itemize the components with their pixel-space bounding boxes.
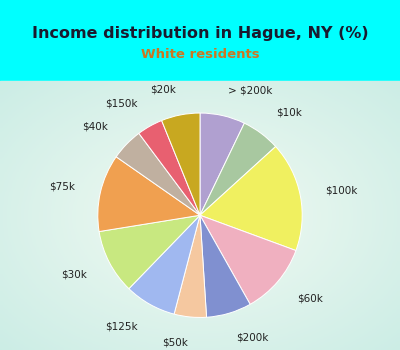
Bar — [0, 80, 400, 350]
Wedge shape — [99, 215, 200, 289]
Text: $200k: $200k — [236, 333, 269, 343]
Text: $125k: $125k — [105, 322, 137, 331]
Wedge shape — [139, 120, 200, 215]
Wedge shape — [174, 215, 206, 317]
Wedge shape — [98, 157, 200, 232]
Text: $30k: $30k — [61, 270, 87, 279]
Wedge shape — [200, 147, 302, 251]
Wedge shape — [116, 133, 200, 215]
Wedge shape — [200, 215, 296, 304]
Text: $20k: $20k — [150, 85, 176, 95]
Text: $100k: $100k — [325, 186, 358, 196]
Wedge shape — [200, 215, 250, 317]
Wedge shape — [200, 113, 244, 215]
Text: $40k: $40k — [82, 121, 108, 131]
Text: $50k: $50k — [162, 337, 188, 348]
Text: City-Data.com: City-Data.com — [257, 90, 327, 99]
Circle shape — [245, 85, 263, 100]
Text: White residents: White residents — [141, 48, 259, 61]
Text: > $200k: > $200k — [228, 86, 273, 96]
Wedge shape — [162, 113, 200, 215]
Text: $75k: $75k — [50, 182, 76, 192]
Wedge shape — [129, 215, 200, 314]
Text: $150k: $150k — [105, 99, 137, 109]
Text: Income distribution in Hague, NY (%): Income distribution in Hague, NY (%) — [32, 26, 368, 41]
Text: $60k: $60k — [297, 293, 323, 303]
Text: $10k: $10k — [276, 108, 302, 118]
Wedge shape — [200, 123, 276, 215]
